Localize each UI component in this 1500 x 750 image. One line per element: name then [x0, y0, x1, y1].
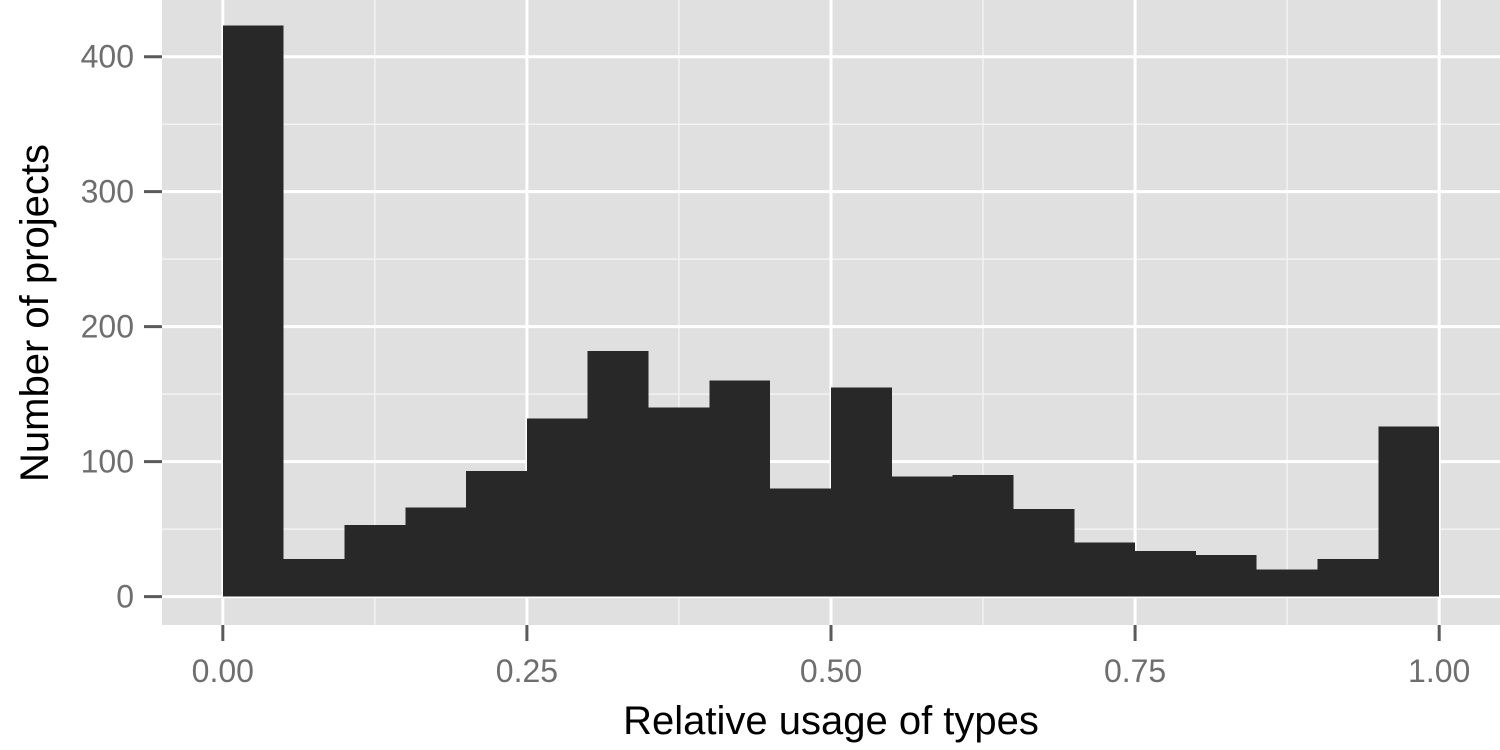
- histogram-bar-11: [891, 476, 953, 597]
- x-tick-label: 0.25: [496, 653, 558, 689]
- histogram-bar-12: [952, 475, 1014, 597]
- y-tick-label: 400: [81, 39, 134, 75]
- histogram-bar-18: [1317, 558, 1379, 597]
- y-tick-label: 300: [81, 174, 134, 210]
- histogram-bar-4: [466, 471, 527, 597]
- x-axis-title: Relative usage of types: [623, 699, 1039, 743]
- histogram-bar-2: [344, 525, 406, 597]
- histogram-bar-6: [587, 350, 649, 597]
- y-axis-title: Number of projects: [13, 144, 57, 482]
- histogram-bar-5: [526, 418, 588, 597]
- histogram-bar-7: [648, 407, 710, 597]
- y-tick-label: 200: [81, 309, 134, 345]
- x-tick-label: 0.75: [1104, 653, 1166, 689]
- histogram-bar-14: [1074, 542, 1136, 597]
- histogram-bar-19: [1378, 426, 1440, 597]
- histogram-bar-10: [831, 387, 892, 597]
- x-axis: 0.00 0.25 0.50 0.75 1.00: [192, 625, 1470, 689]
- y-tick-label: 0: [116, 579, 134, 615]
- histogram-bar-16: [1195, 554, 1257, 597]
- histogram-bar-1: [283, 558, 345, 597]
- x-tick-label: 0.50: [800, 653, 862, 689]
- y-tick-label: 100: [81, 444, 134, 480]
- histogram-bar-8: [709, 380, 771, 597]
- histogram-bar-17: [1256, 569, 1318, 597]
- y-axis: 0 100 200 300 400: [81, 39, 162, 615]
- histogram-bar-13: [1013, 508, 1075, 597]
- x-tick-label: 1.00: [1408, 653, 1470, 689]
- x-tick-label: 0.00: [192, 653, 254, 689]
- histogram-bar-9: [770, 488, 831, 597]
- histogram-bar-15: [1135, 550, 1196, 597]
- histogram-bar-0: [222, 25, 284, 597]
- histogram-bar-3: [405, 507, 467, 597]
- histogram-bars: [222, 25, 1440, 597]
